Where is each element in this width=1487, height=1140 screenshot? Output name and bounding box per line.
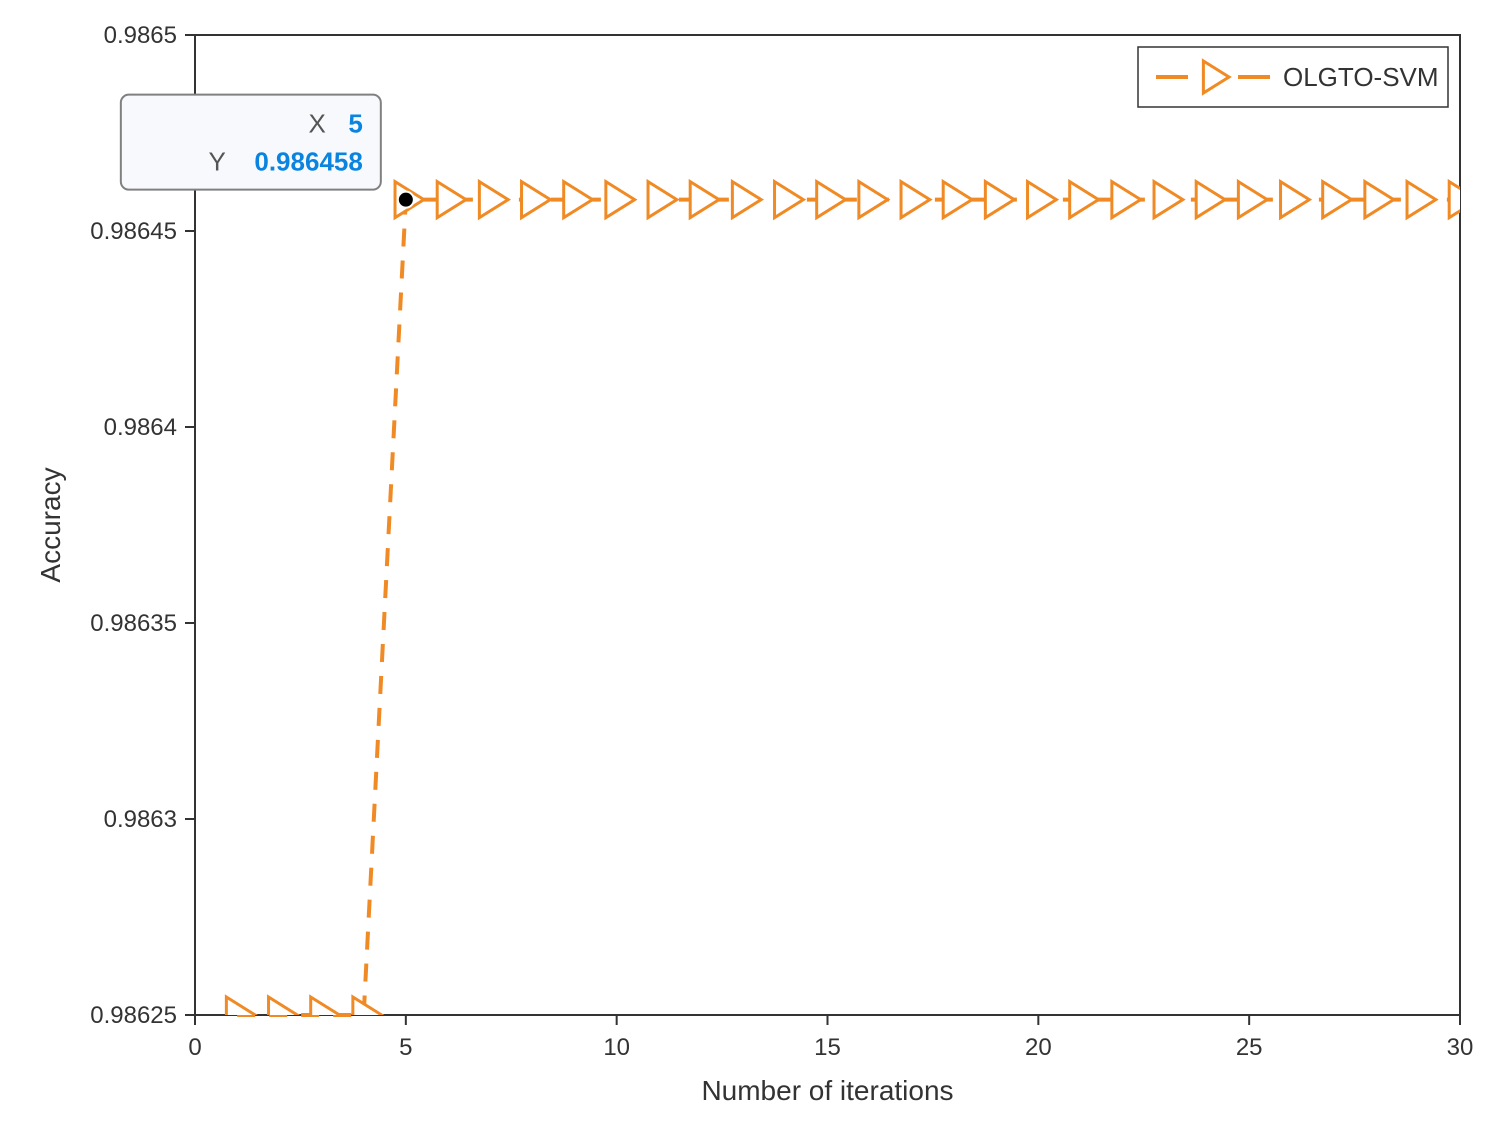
x-tick-label: 25 (1236, 1034, 1263, 1061)
y-tick-label: 0.98645 (90, 218, 177, 245)
legend-label: OLGTO-SVM (1283, 62, 1439, 92)
accuracy-chart: 0 5 10 15 20 25 30 0.98625 0.9863 0.98635 0.9864 0.… (0, 0, 1487, 1140)
y-axis-label: Accuracy (35, 467, 66, 582)
x-tick-label: 5 (399, 1034, 412, 1061)
y-tick-label: 0.9863 (104, 806, 177, 833)
datatip-point[interactable] (398, 192, 414, 208)
datatip-x-label: X (308, 109, 325, 139)
y-tick-label: 0.9864 (104, 414, 177, 441)
datatip-y-label: Y (208, 147, 225, 177)
chart-container: 0 5 10 15 20 25 30 0.98625 0.9863 0.98635 0.9864 0.… (0, 0, 1487, 1140)
x-tick-label: 20 (1025, 1034, 1052, 1061)
x-tick-label: 30 (1447, 1034, 1474, 1061)
y-tick-label: 0.98625 (90, 1002, 177, 1029)
y-tick-label: 0.9865 (104, 22, 177, 49)
datatip-y-value: 0.986458 (254, 147, 362, 177)
datatip-x-value: 5 (348, 109, 362, 139)
x-tick-label: 0 (188, 1034, 201, 1061)
x-tick-label: 10 (603, 1034, 630, 1061)
x-tick-label: 15 (814, 1034, 841, 1061)
y-tick-label: 0.98635 (90, 610, 177, 637)
x-axis-label: Number of iterations (701, 1075, 953, 1106)
